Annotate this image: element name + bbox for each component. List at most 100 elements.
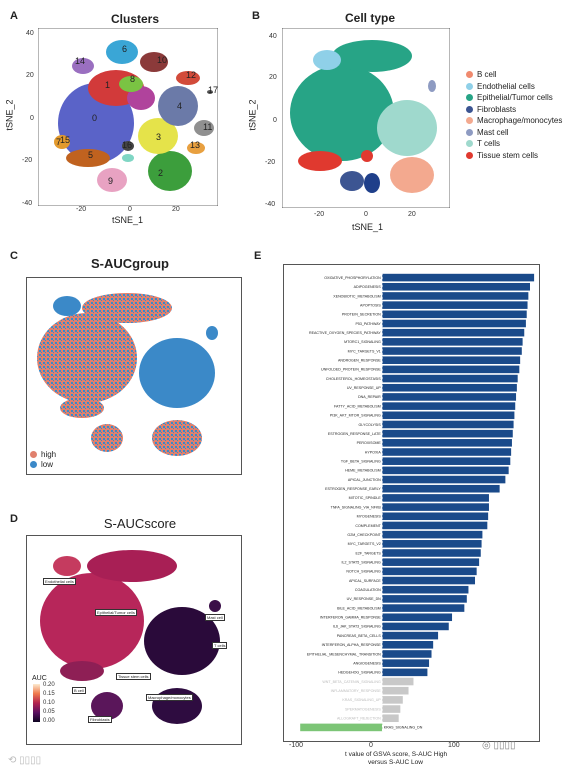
bar-label: E2F_TARGETS [355, 551, 381, 555]
panel-a-xlabel: tSNE_1 [112, 215, 144, 225]
legend-swatch [466, 140, 473, 147]
bar-label: SPERMATOGENESIS [345, 707, 381, 711]
bar [382, 356, 521, 364]
panel-b-xtick: 0 [364, 211, 368, 218]
bar-label: HEME_METABOLISM [345, 469, 381, 473]
bar [382, 622, 449, 631]
bar [382, 439, 512, 447]
bar [382, 338, 523, 346]
bar [382, 530, 483, 539]
panel-b-xlabel: tSNE_1 [352, 222, 384, 232]
panel-a-ytick: -20 [22, 157, 33, 164]
legend-swatch [30, 451, 37, 458]
panel-b-label: B [252, 10, 260, 22]
bar-label: MTORC1_SIGNALING [344, 340, 381, 344]
legend-swatch [466, 71, 473, 78]
legend-swatch [466, 128, 473, 136]
bar [382, 393, 517, 401]
bar-label: APICAL_JUNCTION [348, 478, 381, 482]
bar-label: ANGIOGENESIS [353, 661, 381, 665]
panel-d-colorbar-title: AUC [32, 675, 47, 682]
legend-label: Mast cell [477, 127, 509, 137]
cluster-label: 2 [158, 168, 164, 178]
bar-label: INTERFERON_ALPHA_RESPONSE [322, 643, 382, 647]
bar-label: PEROXISOME [357, 441, 382, 445]
bar [382, 540, 482, 548]
legend-label: Endothelial cells [477, 81, 535, 91]
bar [382, 429, 513, 438]
panel-e-bar-chart: OXIDATIVE_PHOSPHORYLATION ADIPOGENESIS XEN… [300, 265, 535, 740]
cluster-label: 3 [156, 132, 162, 142]
panel-c-title: S-AUCgroup [91, 256, 169, 271]
bar-label: UV_RESPONSE_UP [347, 386, 382, 390]
legend-swatch [466, 94, 473, 101]
legend-item: B cell [466, 70, 497, 79]
legend-label: high [41, 450, 57, 459]
cluster-label: 16 [122, 140, 133, 150]
bar [382, 696, 403, 704]
panel-d-frame [26, 535, 242, 745]
bar-label: MYC_TARGETS_V1 [348, 349, 381, 353]
panel-d-label: D [10, 513, 18, 525]
panel-d-colorbar-tick: 0.10 [43, 700, 55, 706]
bar-label: TGF_BETA_SIGNALING [341, 459, 381, 463]
cluster-label: 7 [56, 137, 62, 147]
panel-a-xtick: 20 [172, 206, 180, 213]
panel-c-label: C [10, 250, 18, 262]
bar [382, 310, 527, 319]
bar-label: MITOTIC_SPINDLE [349, 496, 382, 500]
cluster-label: 5 [88, 150, 94, 160]
panel-d-colorbar-tick: 0.00 [43, 718, 55, 724]
cluster-label: 8 [130, 74, 136, 84]
panel-b-ytick: -40 [265, 201, 276, 208]
bar [382, 595, 467, 603]
bar [382, 273, 535, 282]
panel-d-annotation: T cells [212, 642, 228, 649]
bar [382, 475, 506, 484]
bar-label: COAGULATION [355, 588, 381, 592]
panel-b-ylabel: tSNE_2 [247, 99, 258, 131]
bar [382, 484, 500, 493]
legend-label: T cells [477, 139, 500, 148]
panel-b-xtick: -20 [314, 211, 325, 218]
panel-b-ytick: 40 [269, 33, 277, 40]
panel-a-xtick: -20 [76, 206, 87, 213]
bar-label: ANDROGEN_RESPONSE [338, 359, 381, 363]
bar [382, 466, 509, 475]
bar [382, 402, 516, 410]
panel-a-title: Clusters [110, 12, 160, 26]
legend-label: Macrophage/monocytes [477, 116, 563, 125]
panel-a-ytick: -40 [22, 200, 33, 207]
bar-label: REACTIVE_OXYGEN_SPECIES_PATHWAY [309, 331, 381, 335]
bar-label: MYC_TARGETS_V2 [348, 542, 381, 546]
bar [382, 292, 529, 300]
bar [382, 677, 414, 686]
bar [300, 723, 383, 732]
bar-label: UNFOLDED_PROTEIN_RESPONSE [321, 368, 381, 372]
bar [382, 374, 518, 383]
bar-label: BILE_ACID_METABOLISM [337, 606, 381, 610]
cluster-label: 0 [92, 113, 98, 123]
panel-e-xtick: -100 [289, 742, 304, 749]
bar [382, 282, 530, 291]
bar [382, 604, 465, 612]
panel-e-xlabel: versus S-AUC Low [368, 759, 423, 766]
bar-label: ALLOGRAFT_REJECTION [337, 717, 381, 721]
legend-item: Endothelial cells [466, 82, 535, 91]
bar-label: APOPTOSIS [360, 303, 381, 307]
bar-label: UV_RESPONSE_DN [347, 597, 382, 601]
panel-d-annotation: Mast cell [205, 614, 225, 621]
bar [382, 457, 511, 465]
panel-a-ytick: 0 [30, 115, 34, 122]
panel-e-xtick: 0 [369, 742, 373, 749]
bar [382, 347, 522, 355]
legend-item: Macrophage/monocytes [466, 116, 562, 125]
panel-a-tsne-plot [38, 28, 218, 206]
panel-c-frame [26, 277, 242, 475]
bar-label: MYOGENESIS [357, 515, 382, 519]
bar-label: IL6_JAK_STAT3_SIGNALING [333, 625, 381, 629]
bar [382, 613, 453, 622]
bar-label: PANCREAS_BETA_CELLS [337, 634, 382, 638]
panel-a-xtick: 0 [128, 206, 132, 213]
panel-d-annotation: Endothelial cells [43, 578, 76, 585]
